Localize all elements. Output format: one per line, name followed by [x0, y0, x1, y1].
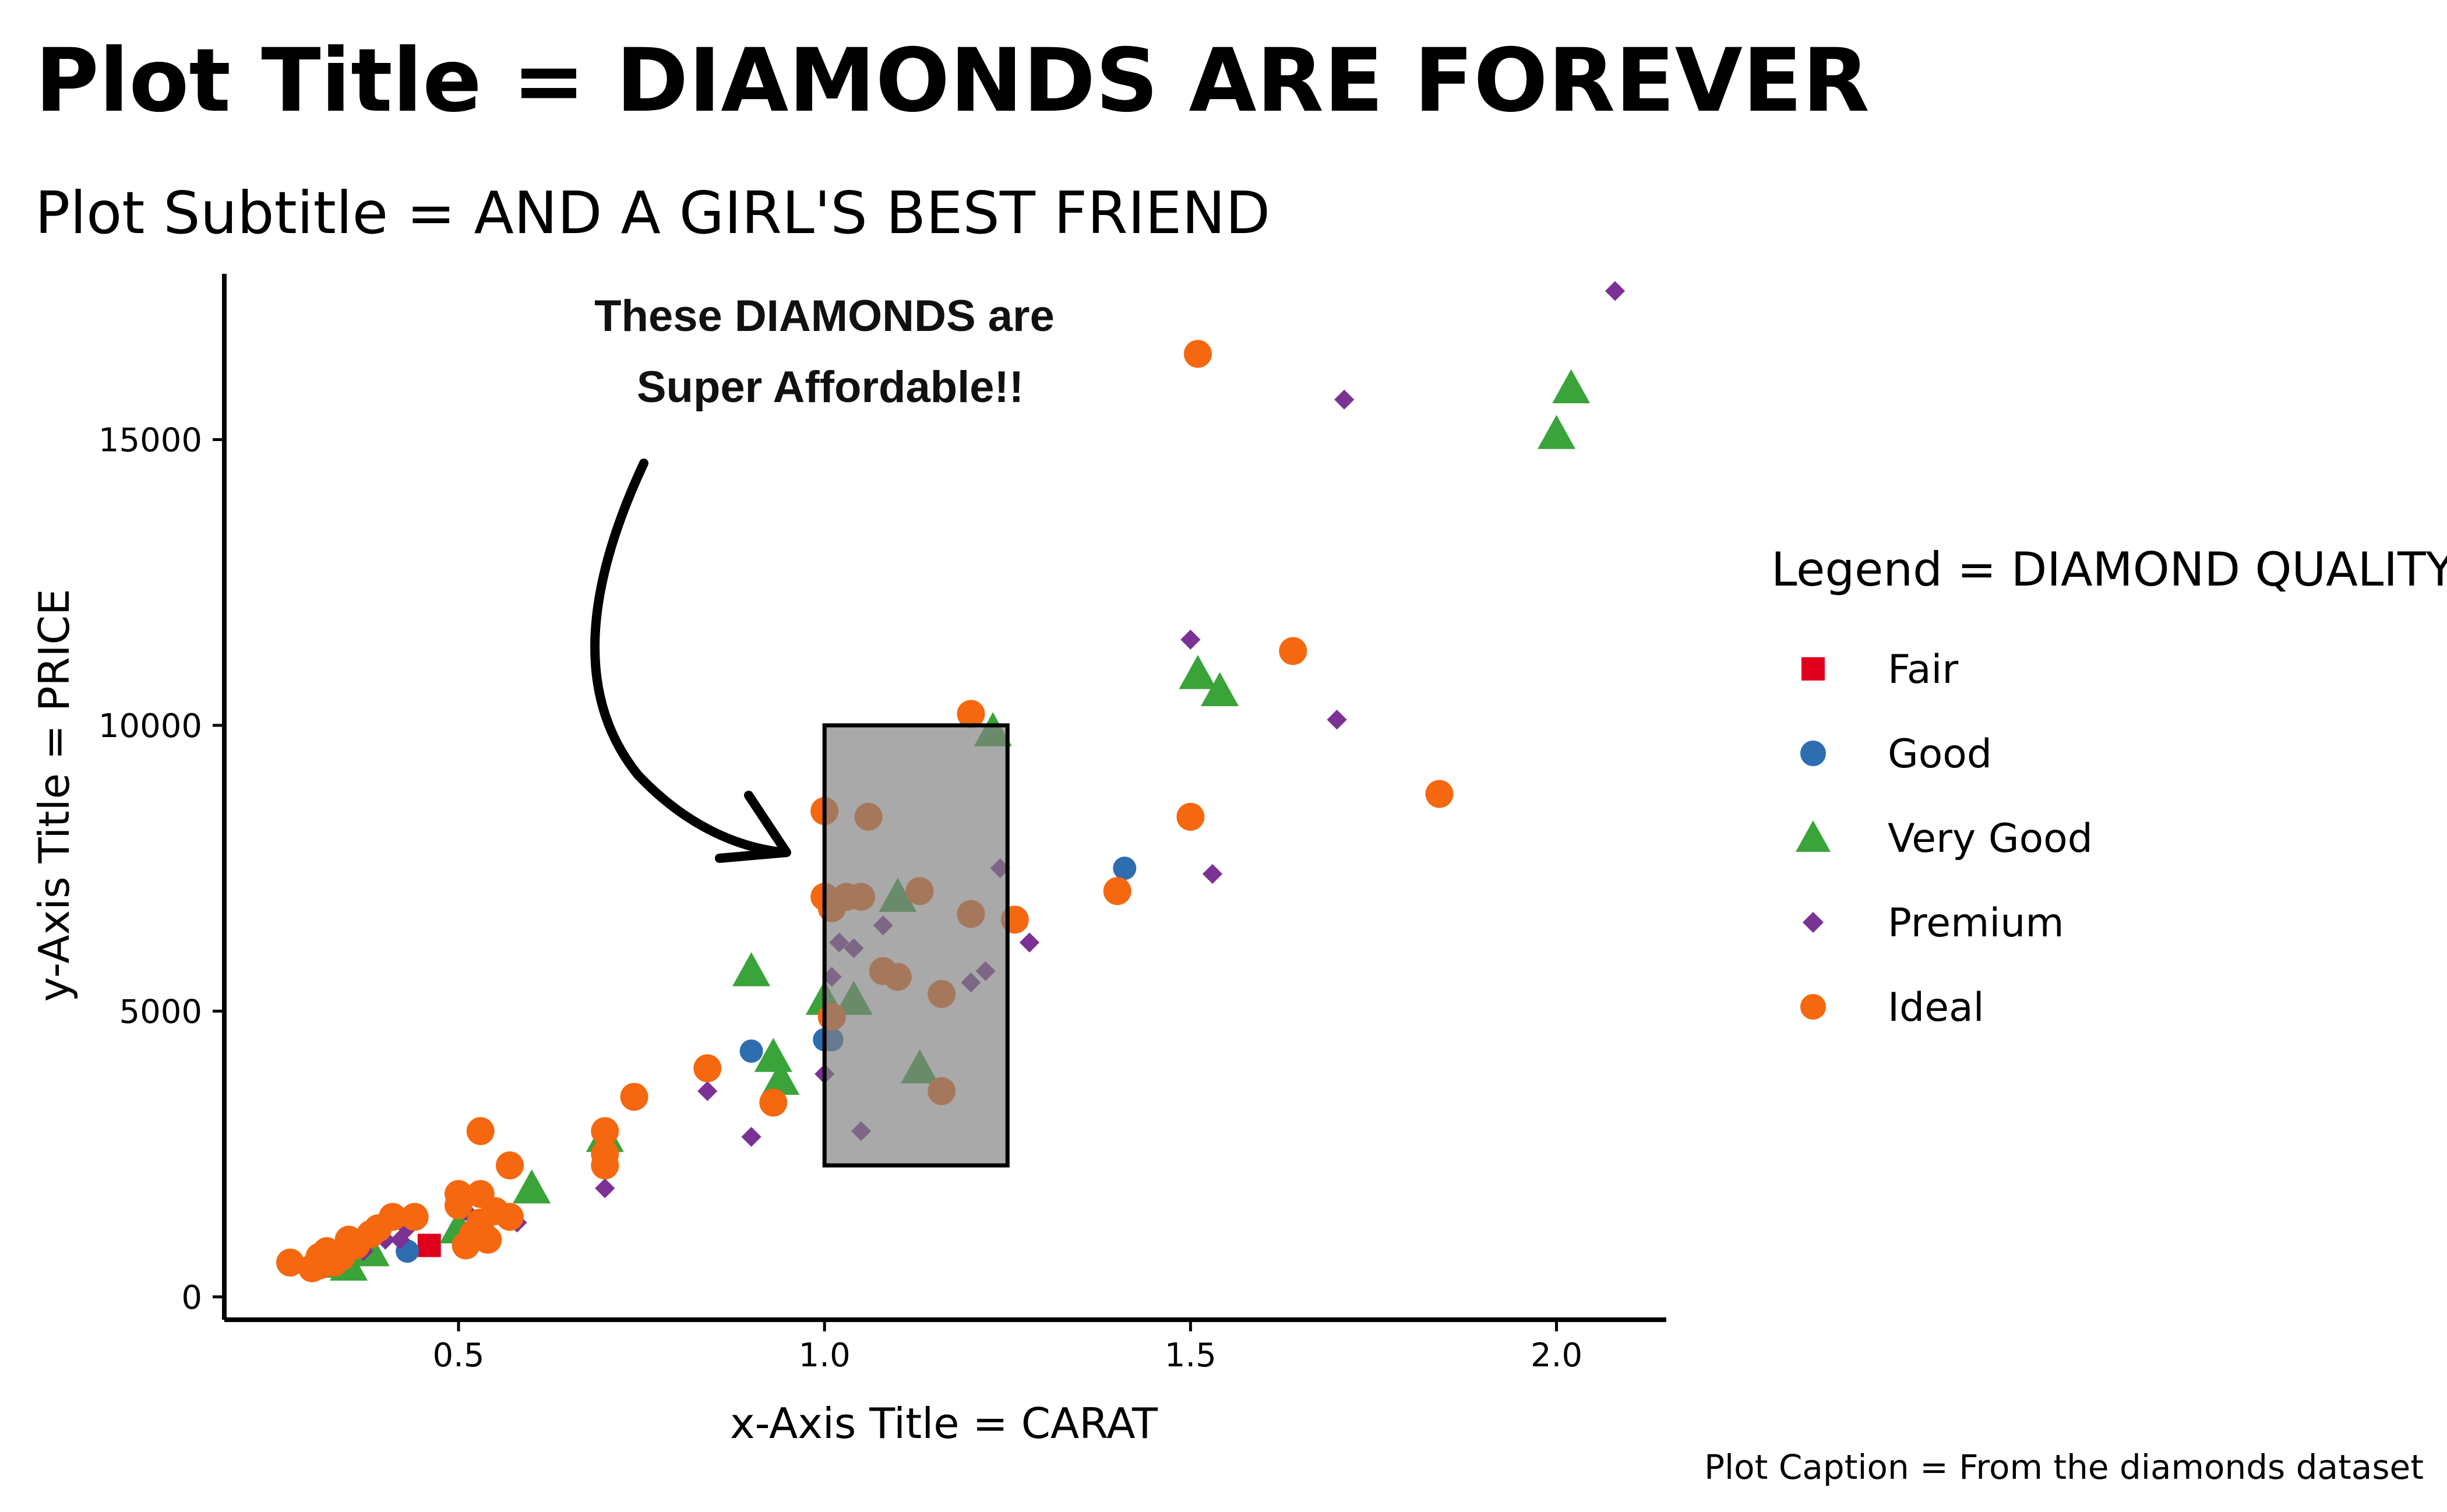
- point-ideal: [693, 1054, 722, 1083]
- point-fair: [417, 1233, 441, 1257]
- point-premium: [1327, 709, 1347, 730]
- legend-key-ideal: [1800, 994, 1826, 1020]
- legend-label-fair: Fair: [1888, 647, 1958, 693]
- annotation-line-2: Super Affordable!!: [637, 362, 1024, 412]
- point-ideal: [591, 1151, 619, 1180]
- axes: [222, 274, 1666, 1322]
- legend-key-very-good: [1796, 820, 1831, 852]
- x-axis-title: x-Axis Title = CARAT: [730, 1399, 1158, 1448]
- y-tick-label: 5000: [119, 993, 202, 1031]
- point-very-good: [754, 1038, 792, 1072]
- point-very-good: [732, 952, 771, 986]
- legend-title: Legend = DIAMOND QUALITY: [1771, 542, 2447, 597]
- point-ideal: [1425, 780, 1454, 808]
- point-ideal: [276, 1248, 305, 1277]
- y-axis-title: y-Axis Title = PRICE: [30, 589, 79, 1002]
- chart-subtitle: Plot Subtitle = AND A GIRL'S BEST FRIEND: [35, 179, 1270, 247]
- legend-key-good: [1800, 741, 1826, 766]
- point-very-good: [1538, 415, 1576, 449]
- point-ideal: [1103, 877, 1131, 905]
- x-tick-label: 1.0: [799, 1337, 851, 1374]
- legend-label-good: Good: [1888, 731, 1992, 777]
- point-very-good: [1201, 672, 1239, 707]
- highlight-region: [822, 723, 1010, 1168]
- chart-caption: Plot Caption = From the diamonds dataset: [1704, 1447, 2424, 1487]
- point-ideal: [591, 1117, 619, 1146]
- point-ideal: [1183, 340, 1212, 368]
- y-tick-label: 10000: [98, 707, 202, 745]
- point-ideal: [1279, 637, 1307, 665]
- annotation: These DIAMONDS are Super Affordable!!: [590, 291, 1055, 863]
- point-ideal: [957, 700, 985, 728]
- annotation-arrow: [590, 459, 788, 857]
- x-tick-label: 1.5: [1165, 1337, 1217, 1374]
- point-ideal: [1176, 802, 1205, 831]
- point-ideal: [378, 1203, 407, 1231]
- point-good: [739, 1039, 763, 1063]
- annotation-arrowhead: [715, 791, 791, 863]
- point-very-good: [1179, 655, 1217, 689]
- point-premium: [741, 1127, 761, 1147]
- point-ideal: [400, 1203, 429, 1231]
- y-tick-label: 0: [181, 1279, 202, 1317]
- point-very-good: [513, 1169, 551, 1204]
- legend: Fair Good Very Good Premium Ideal: [1796, 647, 2093, 1031]
- point-good: [1113, 857, 1137, 880]
- point-ideal: [759, 1088, 788, 1117]
- x-tick-label: 0.5: [432, 1337, 484, 1374]
- point-ideal: [495, 1203, 524, 1231]
- y-tick-label: 15000: [98, 421, 202, 459]
- legend-label-premium: Premium: [1888, 900, 2064, 946]
- point-ideal: [620, 1083, 648, 1111]
- point-premium: [1180, 629, 1201, 650]
- point-premium: [1202, 864, 1223, 884]
- point-premium: [697, 1081, 718, 1101]
- chart-title: Plot Title = DIAMONDS ARE FOREVER: [35, 30, 1870, 132]
- point-ideal: [474, 1225, 502, 1254]
- x-tick-label: 2.0: [1531, 1337, 1582, 1374]
- annotation-line-1: These DIAMONDS are: [594, 291, 1055, 341]
- point-ideal: [466, 1117, 495, 1146]
- axis-ticks: 0.5 1.0 1.5 2.0 0 5000 10000 15000: [98, 421, 1582, 1374]
- point-premium: [1605, 281, 1626, 301]
- point-very-good: [761, 1060, 800, 1095]
- point-very-good: [1552, 369, 1591, 404]
- point-ideal: [495, 1151, 524, 1180]
- legend-key-premium: [1802, 911, 1824, 933]
- point-ideal: [445, 1180, 473, 1208]
- point-premium: [1334, 389, 1355, 410]
- point-premium: [595, 1178, 615, 1199]
- point-premium: [1019, 932, 1040, 953]
- legend-key-fair: [1801, 657, 1825, 681]
- legend-label-very-good: Very Good: [1888, 816, 2093, 862]
- legend-label-ideal: Ideal: [1888, 985, 1984, 1031]
